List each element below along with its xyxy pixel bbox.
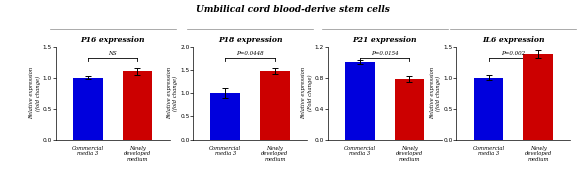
Text: P=0.0154: P=0.0154 xyxy=(371,51,398,56)
Bar xyxy=(211,93,240,140)
Text: Umbilical cord blood-derive stem cells: Umbilical cord blood-derive stem cells xyxy=(195,5,390,14)
Title: P16 expression: P16 expression xyxy=(80,36,145,44)
Y-axis label: Relative expression
(Fold change): Relative expression (Fold change) xyxy=(301,67,312,119)
Bar xyxy=(260,71,290,140)
Text: NS: NS xyxy=(108,51,117,56)
Bar xyxy=(394,79,424,140)
Title: IL6 expression: IL6 expression xyxy=(482,36,545,44)
Bar xyxy=(474,78,504,140)
Title: P21 expression: P21 expression xyxy=(352,36,417,44)
Bar xyxy=(122,71,152,140)
Bar xyxy=(73,78,103,140)
Y-axis label: Relative expression
(fold change): Relative expression (fold change) xyxy=(167,67,178,119)
Text: P=0.0448: P=0.0448 xyxy=(236,51,264,56)
Title: P18 expression: P18 expression xyxy=(218,36,283,44)
Text: P=0.002: P=0.002 xyxy=(501,51,525,56)
Y-axis label: Relative expression
(fold change): Relative expression (fold change) xyxy=(29,67,40,119)
Bar xyxy=(345,62,375,140)
Bar xyxy=(523,54,553,140)
Y-axis label: Relative expression
(fold change): Relative expression (fold change) xyxy=(430,67,441,119)
